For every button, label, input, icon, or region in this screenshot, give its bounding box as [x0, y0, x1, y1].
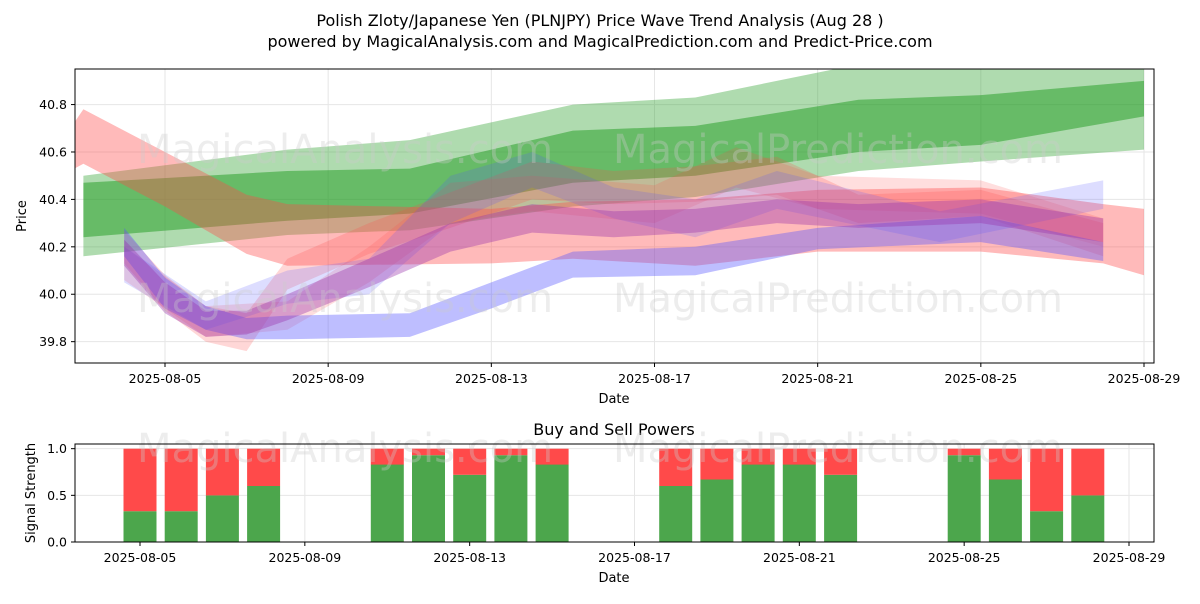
- sell-power-bar: [535, 448, 569, 465]
- watermark: MagicalAnalysis.com: [137, 426, 553, 472]
- buy-power-bar: [1030, 511, 1064, 542]
- sell-power-bar: [453, 448, 487, 475]
- blue-wave-band: [124, 152, 1104, 330]
- powers-x-axis-label: Date: [598, 571, 629, 586]
- powers-y-axis-label: Signal Strength: [24, 443, 39, 543]
- buy-power-bar: [988, 479, 1022, 542]
- buy-power-bar: [123, 511, 157, 542]
- price-axes: 2025-08-05 2025-08-09 2025-08-13 2025-08-17…: [39, 97, 1180, 386]
- x-tick-label: 2025-08-09: [269, 550, 342, 565]
- x-tick-label: 2025-08-17: [618, 371, 691, 386]
- x-tick-label: 2025-08-13: [455, 371, 528, 386]
- sell-power-bar: [123, 448, 157, 512]
- red-wave-band: [124, 156, 1104, 352]
- buy-power-bar: [535, 464, 569, 542]
- y-tick-label: 40.2: [39, 239, 67, 254]
- price-wave-bands: [75, 69, 1144, 352]
- powers-chart-title: Buy and Sell Powers: [533, 420, 695, 439]
- powers-plot-frame: [74, 443, 1155, 543]
- buy-power-bar: [205, 495, 239, 542]
- x-tick-label: 2025-08-29: [1093, 550, 1166, 565]
- red-wave-band: [124, 147, 1104, 337]
- sell-power-bar: [700, 448, 734, 480]
- watermark: MagicalPrediction.com: [613, 127, 1063, 173]
- powers-watermarks: MagicalAnalysis.com MagicalPrediction.co…: [137, 426, 1063, 472]
- sell-power-bar: [741, 448, 775, 465]
- price-y-axis-label: Price: [15, 200, 30, 232]
- watermark: MagicalPrediction.com: [613, 276, 1063, 322]
- x-tick-label: 2025-08-25: [928, 550, 1001, 565]
- y-tick-label: 40.0: [39, 287, 67, 302]
- y-tick-label: 1.0: [47, 441, 67, 456]
- sell-power-bar: [1071, 448, 1105, 496]
- y-tick-label: 40.8: [39, 97, 67, 112]
- sell-power-bar: [412, 448, 445, 456]
- y-tick-label: 40.6: [39, 144, 67, 159]
- sell-power-bar: [782, 448, 816, 465]
- x-tick-label: 2025-08-09: [292, 371, 365, 386]
- watermark: MagicalAnalysis.com: [137, 127, 553, 173]
- price-plot-frame: [74, 68, 1155, 364]
- sell-power-bar: [659, 448, 693, 486]
- buy-power-bar: [741, 464, 775, 542]
- sell-power-bar: [947, 448, 981, 456]
- buy-power-bar: [164, 511, 198, 542]
- buy-power-bar: [659, 486, 693, 542]
- buy-power-bar: [370, 464, 404, 542]
- buy-power-bar: [782, 464, 816, 542]
- buy-power-bar: [824, 474, 858, 542]
- sell-power-bar: [494, 448, 528, 456]
- x-tick-label: 2025-08-13: [433, 550, 506, 565]
- y-tick-label: 39.8: [39, 334, 67, 349]
- sell-power-bar: [1030, 448, 1064, 512]
- buy-power-bar: [947, 455, 981, 542]
- buy-power-bar: [412, 455, 445, 542]
- buy-power-bar: [247, 486, 281, 542]
- powers-axes: 2025-08-05 2025-08-09 2025-08-13 2025-08-17…: [47, 441, 1165, 565]
- sell-power-bar: [247, 448, 281, 486]
- sell-power-bar: [988, 448, 1022, 480]
- sell-power-bar: [205, 448, 239, 496]
- watermark: MagicalAnalysis.com: [137, 276, 553, 322]
- price-x-axis-label: Date: [598, 392, 629, 407]
- watermark: MagicalPrediction.com: [613, 426, 1063, 472]
- x-tick-label: 2025-08-21: [763, 550, 836, 565]
- buy-power-bar: [700, 479, 734, 542]
- x-tick-label: 2025-08-21: [781, 371, 854, 386]
- y-tick-label: 40.4: [39, 192, 67, 207]
- price-watermarks: MagicalAnalysis.com MagicalPrediction.co…: [137, 127, 1063, 322]
- buy-power-bar: [1071, 495, 1105, 542]
- buy-power-bar: [453, 474, 487, 542]
- x-tick-label: 2025-08-05: [129, 371, 202, 386]
- y-tick-label: 0.0: [47, 535, 67, 550]
- buy-power-bar: [494, 455, 528, 542]
- sell-power-bar: [370, 448, 404, 465]
- powers-bars: [123, 448, 1105, 542]
- y-tick-label: 0.5: [47, 488, 67, 503]
- chart-title: Polish Zloty/Japanese Yen (PLNJPY) Price…: [316, 11, 883, 30]
- chart-subtitle: powered by MagicalAnalysis.com and Magic…: [267, 32, 932, 51]
- purple-wave-band: [124, 199, 1104, 337]
- blue-wave-band: [124, 216, 1104, 340]
- sell-power-bar: [824, 448, 858, 475]
- green-wave-band: [83, 80, 1144, 238]
- x-tick-label: 2025-08-25: [945, 371, 1018, 386]
- x-tick-label: 2025-08-29: [1108, 371, 1181, 386]
- red-wave-band: [75, 109, 1144, 276]
- sell-power-bar: [164, 448, 198, 512]
- x-tick-label: 2025-08-17: [598, 550, 671, 565]
- x-tick-label: 2025-08-05: [104, 550, 177, 565]
